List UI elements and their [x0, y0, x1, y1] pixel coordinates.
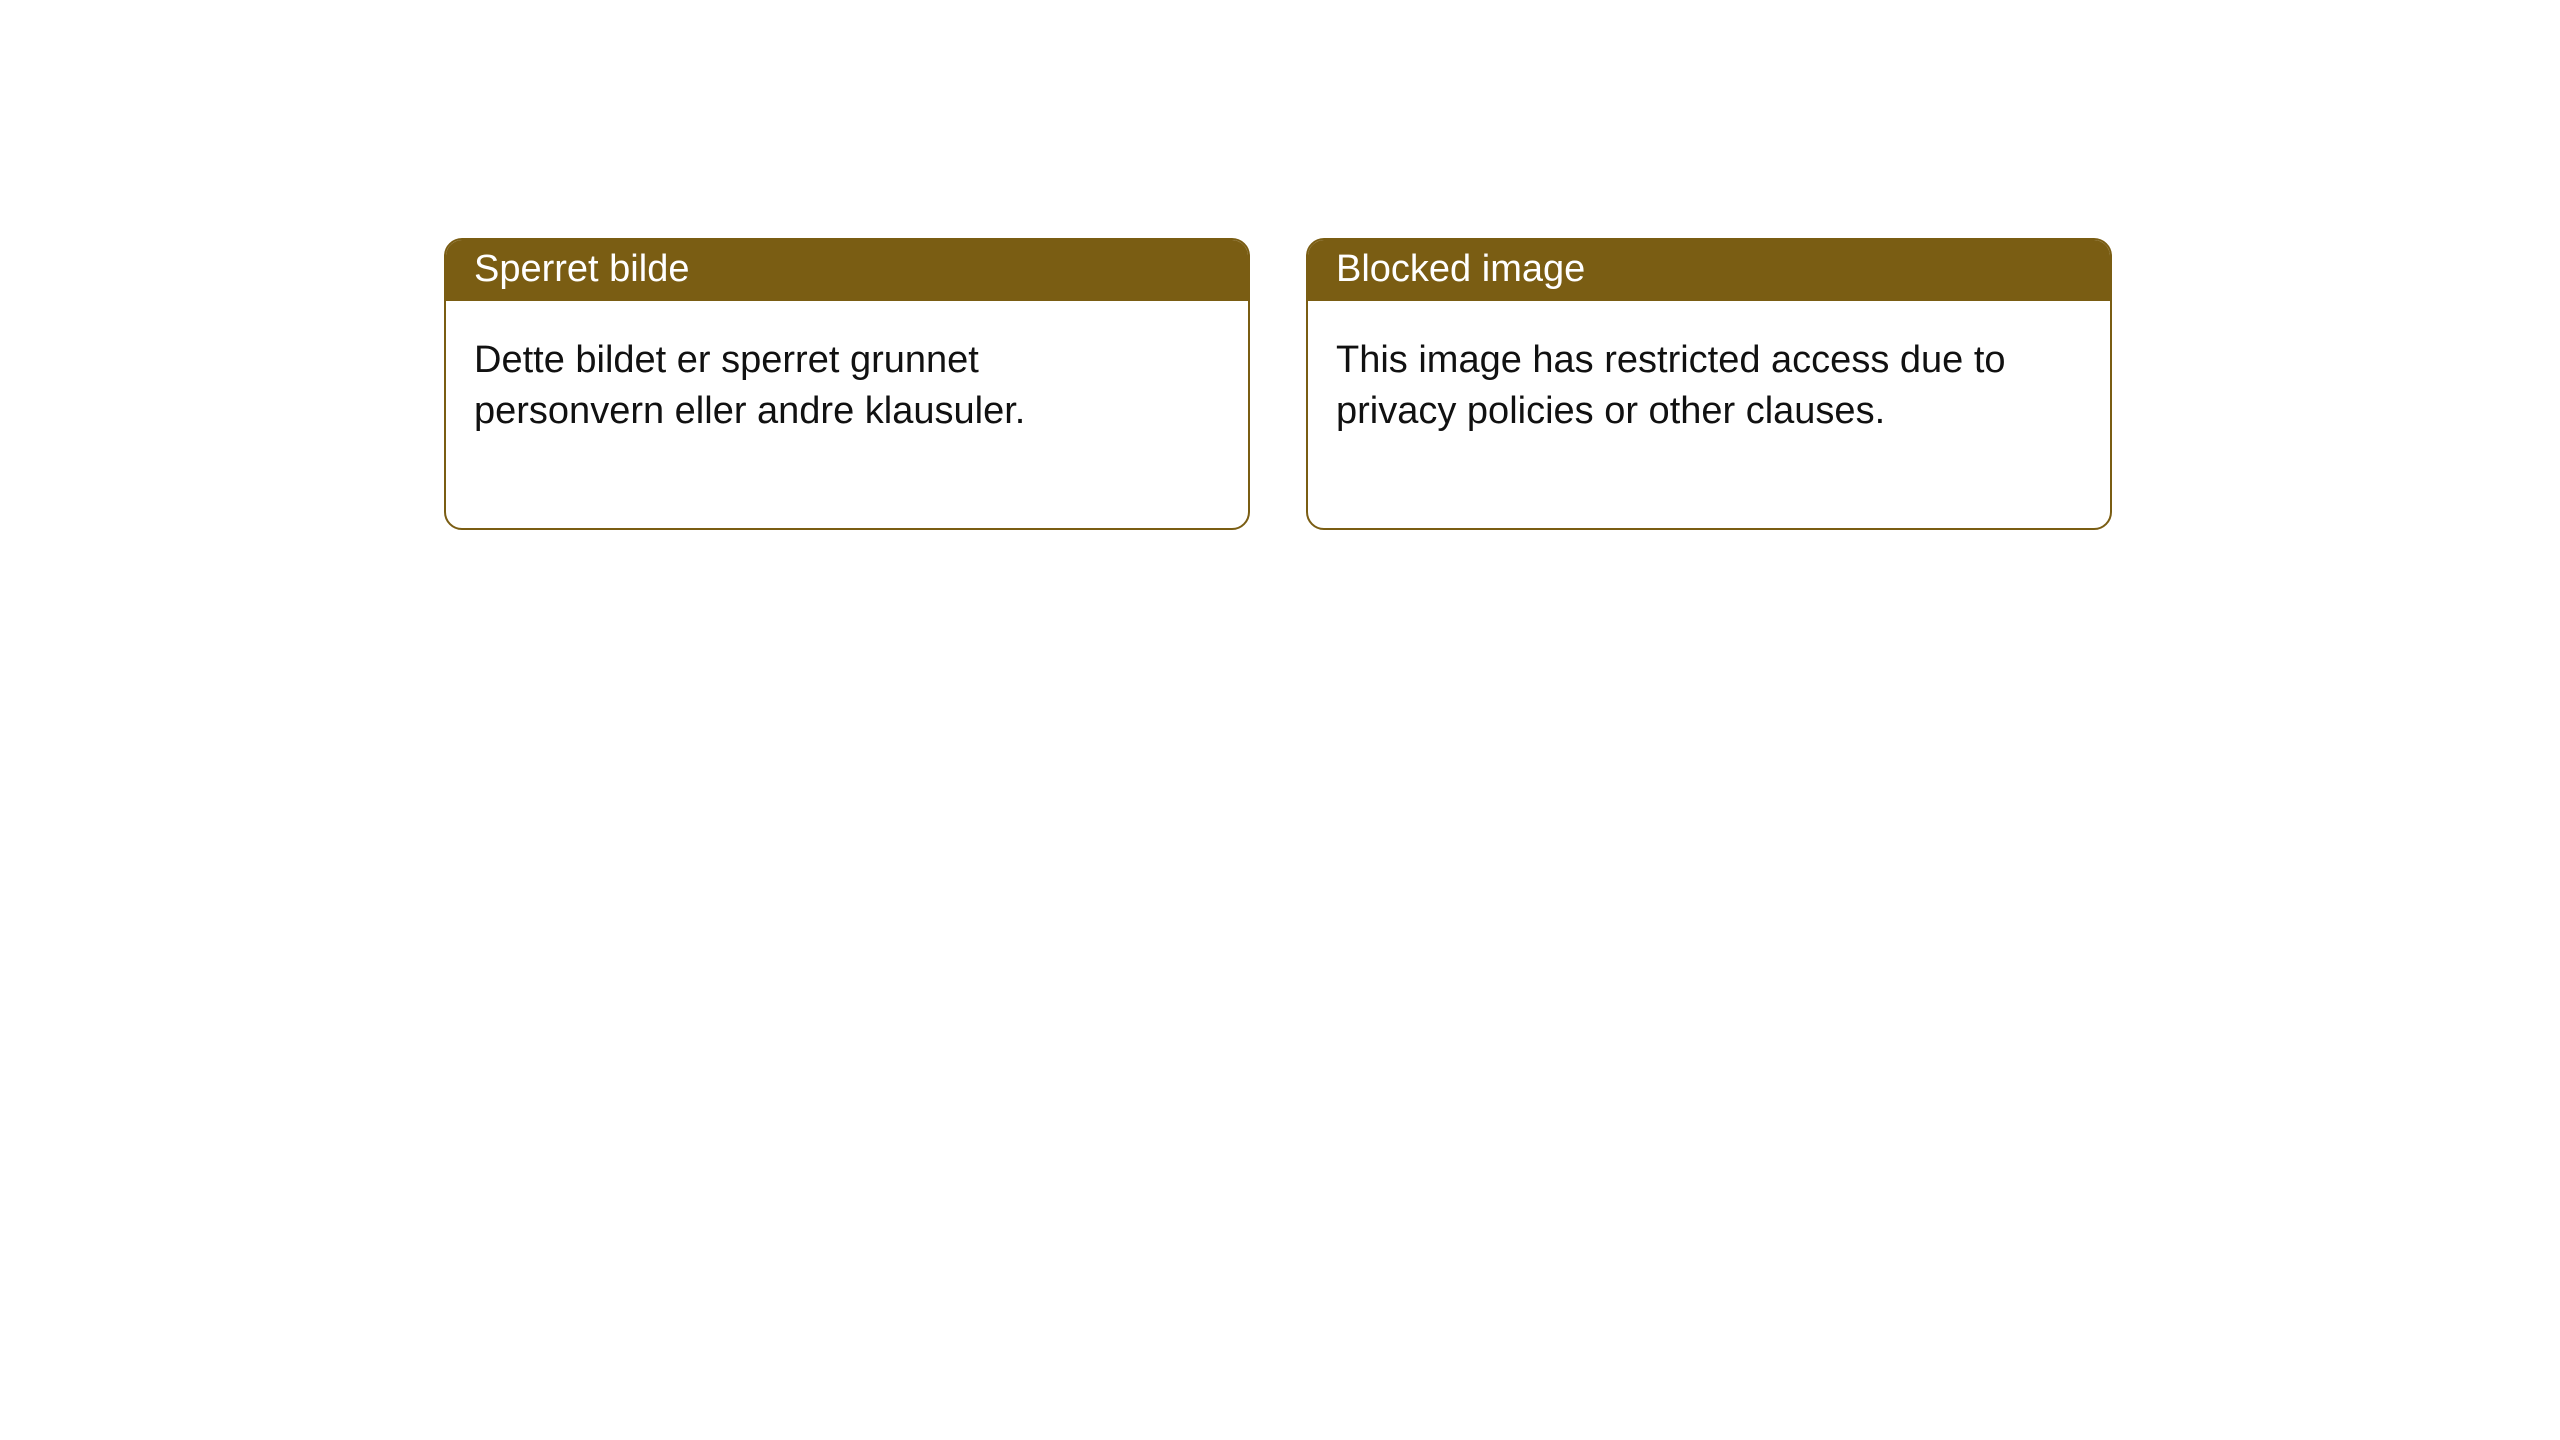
notice-body-en: This image has restricted access due to …: [1308, 301, 2048, 528]
notice-title-no: Sperret bilde: [446, 240, 1248, 301]
notice-card-no: Sperret bilde Dette bildet er sperret gr…: [444, 238, 1250, 530]
notice-title-en: Blocked image: [1308, 240, 2110, 301]
notice-container: Sperret bilde Dette bildet er sperret gr…: [0, 0, 2560, 530]
notice-card-en: Blocked image This image has restricted …: [1306, 238, 2112, 530]
notice-body-no: Dette bildet er sperret grunnet personve…: [446, 301, 1186, 528]
